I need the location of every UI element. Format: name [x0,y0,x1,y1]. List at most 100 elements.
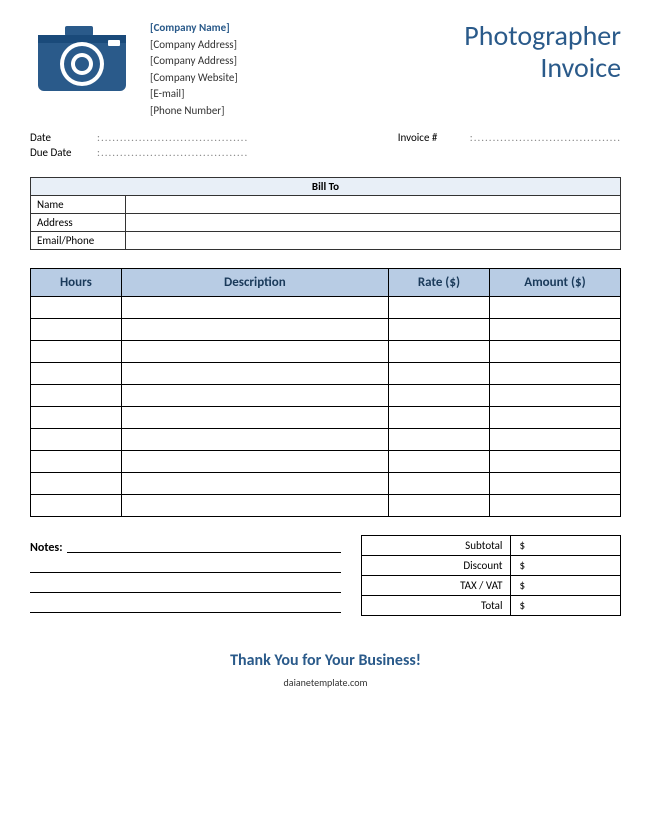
table-cell [121,451,388,473]
table-cell [489,363,620,385]
table-cell [31,495,122,517]
totals-label: Subtotal [362,536,511,556]
table-cell [31,473,122,495]
table-cell [31,451,122,473]
table-cell [31,341,122,363]
title-line-1: Photographer [464,20,621,52]
table-cell [121,429,388,451]
table-cell [121,319,388,341]
bill-to-address-value [126,214,621,232]
table-cell [389,341,490,363]
table-row [31,341,621,363]
table-cell [389,385,490,407]
table-cell [121,341,388,363]
table-row [31,429,621,451]
table-row [31,473,621,495]
notes-line [67,535,341,553]
table-row [31,363,621,385]
notes-line [30,555,341,573]
table-cell [489,429,620,451]
thank-you-text: Thank You for Your Business! [30,651,621,670]
notes-section: Notes: [30,535,341,616]
totals-row: TAX / VAT$ [362,576,621,596]
company-website: [Company Website] [150,70,449,87]
bill-to-header: Bill To [31,178,621,196]
totals-label: Total [362,596,511,616]
table-cell [389,319,490,341]
notes-line [30,595,341,613]
bill-to-emailphone-value [126,232,621,250]
table-cell [389,429,490,451]
due-date-value: :....................................... [97,146,248,159]
table-row [31,319,621,341]
table-cell [489,297,620,319]
totals-label: Discount [362,556,511,576]
table-cell [389,495,490,517]
table-cell [489,407,620,429]
totals-label: TAX / VAT [362,576,511,596]
table-cell [121,297,388,319]
table-cell [389,407,490,429]
table-cell [31,363,122,385]
header-section: [Company Name] [Company Address] [Compan… [30,20,621,119]
table-cell [389,451,490,473]
col-amount-header: Amount ($) [489,269,620,297]
col-rate-header: Rate ($) [389,269,490,297]
table-cell [31,407,122,429]
bill-to-name-label: Name [31,196,126,214]
table-cell [489,473,620,495]
table-cell [31,297,122,319]
camera-icon [30,20,135,103]
col-hours-header: Hours [31,269,122,297]
table-cell [489,319,620,341]
table-cell [389,363,490,385]
title-line-2: Invoice [464,52,621,84]
table-cell [121,407,388,429]
items-header-row: Hours Description Rate ($) Amount ($) [31,269,621,297]
table-cell [121,495,388,517]
company-email: [E-mail] [150,86,449,103]
bill-to-emailphone-label: Email/Phone [31,232,126,250]
totals-row: Subtotal$ [362,536,621,556]
table-row [31,451,621,473]
table-cell [31,429,122,451]
bill-to-table: Bill To Name Address Email/Phone [30,177,621,250]
invoice-title: Photographer Invoice [464,20,621,84]
table-row [31,297,621,319]
date-label: Date [30,131,85,144]
company-info: [Company Name] [Company Address] [Compan… [150,20,449,119]
bill-to-address-label: Address [31,214,126,232]
table-row [31,495,621,517]
table-cell [489,341,620,363]
table-cell [121,385,388,407]
meta-section: Date :..................................… [30,131,621,159]
table-row [31,407,621,429]
totals-value: $ [511,536,621,556]
table-cell [489,451,620,473]
totals-value: $ [511,596,621,616]
table-cell [31,319,122,341]
company-phone: [Phone Number] [150,103,449,120]
notes-label: Notes: [30,541,63,555]
footer-text: daianetemplate.com [30,676,621,689]
table-row [31,385,621,407]
invoice-num-value: :....................................... [470,131,621,144]
table-cell [489,495,620,517]
totals-row: Discount$ [362,556,621,576]
table-cell [489,385,620,407]
table-cell [31,385,122,407]
totals-value: $ [511,576,621,596]
items-table: Hours Description Rate ($) Amount ($) [30,268,621,517]
due-date-label: Due Date [30,146,85,159]
company-name: [Company Name] [150,20,449,37]
totals-value: $ [511,556,621,576]
bottom-section: Notes: Subtotal$Discount$TAX / VAT$Total… [30,535,621,616]
table-cell [121,473,388,495]
totals-row: Total$ [362,596,621,616]
col-description-header: Description [121,269,388,297]
date-value: :....................................... [97,131,248,144]
bill-to-name-value [126,196,621,214]
totals-table: Subtotal$Discount$TAX / VAT$Total$ [361,535,621,616]
invoice-num-label: Invoice # [398,131,458,144]
table-cell [389,473,490,495]
